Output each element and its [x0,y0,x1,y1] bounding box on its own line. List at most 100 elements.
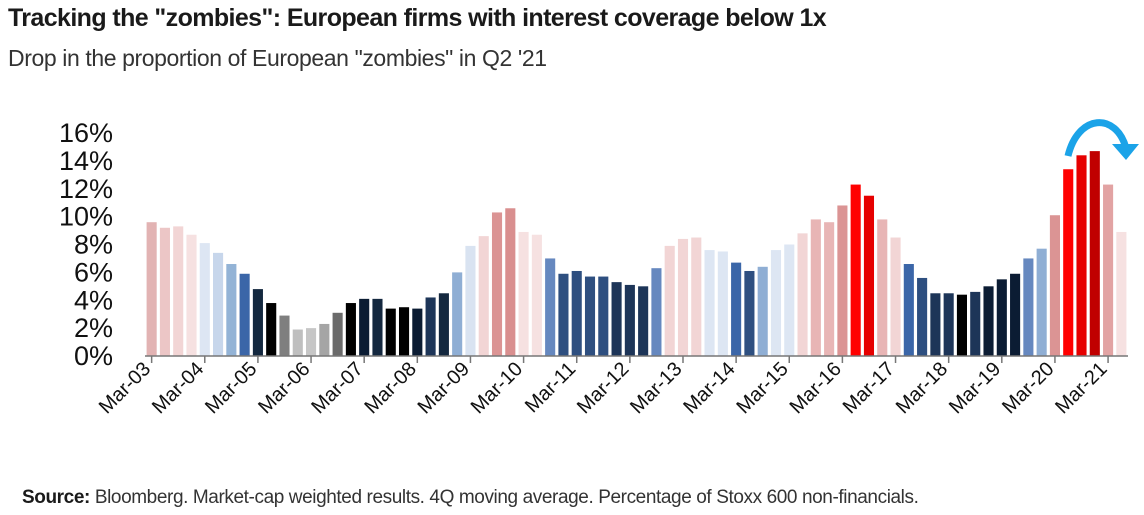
bar [398,307,410,356]
bar [531,234,542,356]
bar [545,258,556,356]
source-label: Source: [22,487,90,508]
bar [266,303,277,356]
bar [359,298,370,356]
bar [518,231,529,356]
bar [598,276,609,356]
bar [332,312,343,356]
bar [226,264,237,356]
x-tick-label: Mar-09 [414,358,474,418]
bar [425,297,436,356]
y-tick-label: 0% [74,341,113,371]
bar [146,222,157,356]
bar [651,268,662,356]
bar [292,329,303,356]
chart-subtitle: Drop in the proportion of European "zomb… [8,45,547,71]
bar [438,293,449,356]
bar [1063,169,1074,356]
bar [624,284,635,356]
bar [306,328,317,357]
bar [199,243,210,356]
bar [744,270,755,356]
bar [770,250,782,356]
y-tick-label: 6% [74,257,113,287]
bar [664,245,675,356]
bar [877,219,888,356]
bar-chart: 0%2%4%6%8%10%12%14%16% Mar-03Mar-04Mar-0… [59,118,1139,418]
bar [677,238,689,356]
x-axis: Mar-03Mar-04Mar-05Mar-06Mar-07Mar-08Mar-… [95,355,1128,418]
y-tick-label: 12% [59,174,113,204]
bar [691,237,702,356]
bar [491,212,503,356]
x-tick-label: Mar-16 [786,358,846,418]
bar [1103,184,1114,356]
bar [452,272,463,357]
x-tick-label: Mar-13 [626,358,686,418]
x-tick-label: Mar-08 [360,358,420,418]
bar [345,303,356,356]
x-tick-label: Mar-18 [892,358,952,418]
bar [252,289,263,356]
bar [731,262,742,356]
bar [186,234,197,356]
bar [213,252,224,356]
bar [863,195,875,356]
bar [1010,273,1021,356]
x-tick-label: Mar-04 [148,358,208,418]
bar [465,245,476,356]
y-tick-label: 14% [59,146,113,176]
x-tick-label: Mar-07 [307,358,367,418]
x-tick-label: Mar-21 [1051,358,1111,418]
bar [824,222,835,356]
bar [611,282,622,356]
bar [1023,258,1034,356]
bar [1089,151,1100,356]
x-tick-label: Mar-14 [679,358,739,418]
x-tick-label: Mar-10 [467,358,527,418]
bar [797,233,808,356]
bar [1076,155,1087,356]
source-note: Source: Bloomberg. Market-cap weighted r… [22,487,919,509]
bar [983,286,994,356]
bar [970,291,981,356]
x-tick-label: Mar-20 [998,358,1058,418]
bar [704,250,715,356]
source-text: Bloomberg. Market-cap weighted results. … [89,487,919,508]
bar [810,219,821,356]
bar [1049,215,1060,356]
curved-down-arrow-icon [1064,119,1139,160]
bar [412,308,423,356]
x-tick-label: Mar-06 [254,358,314,418]
bar [757,266,768,356]
y-tick-label: 16% [59,118,113,148]
y-tick-label: 2% [74,313,113,343]
bar [159,227,170,356]
x-tick-label: Mar-19 [945,358,1005,418]
y-axis: 0%2%4%6%8%10%12%14%16% [59,118,113,371]
bar [279,315,290,356]
bar [943,293,954,356]
bar [239,273,250,356]
bar [173,226,184,356]
bar [996,279,1007,356]
x-tick-label: Mar-12 [573,358,633,418]
y-tick-label: 10% [59,202,113,232]
bar [717,251,728,356]
bar [319,323,330,356]
bar [372,298,383,356]
bar [890,237,901,356]
x-tick-label: Mar-05 [201,358,261,418]
bar [478,236,489,356]
bar [917,277,928,356]
bar [385,308,396,356]
bar [571,270,582,356]
bar [584,276,596,356]
bar [837,205,848,356]
bar [903,264,914,356]
bar [638,286,649,356]
x-tick-label: Mar-17 [839,358,899,418]
bar [930,293,941,356]
x-tick-label: Mar-15 [732,358,792,418]
bar-series [146,151,1127,357]
